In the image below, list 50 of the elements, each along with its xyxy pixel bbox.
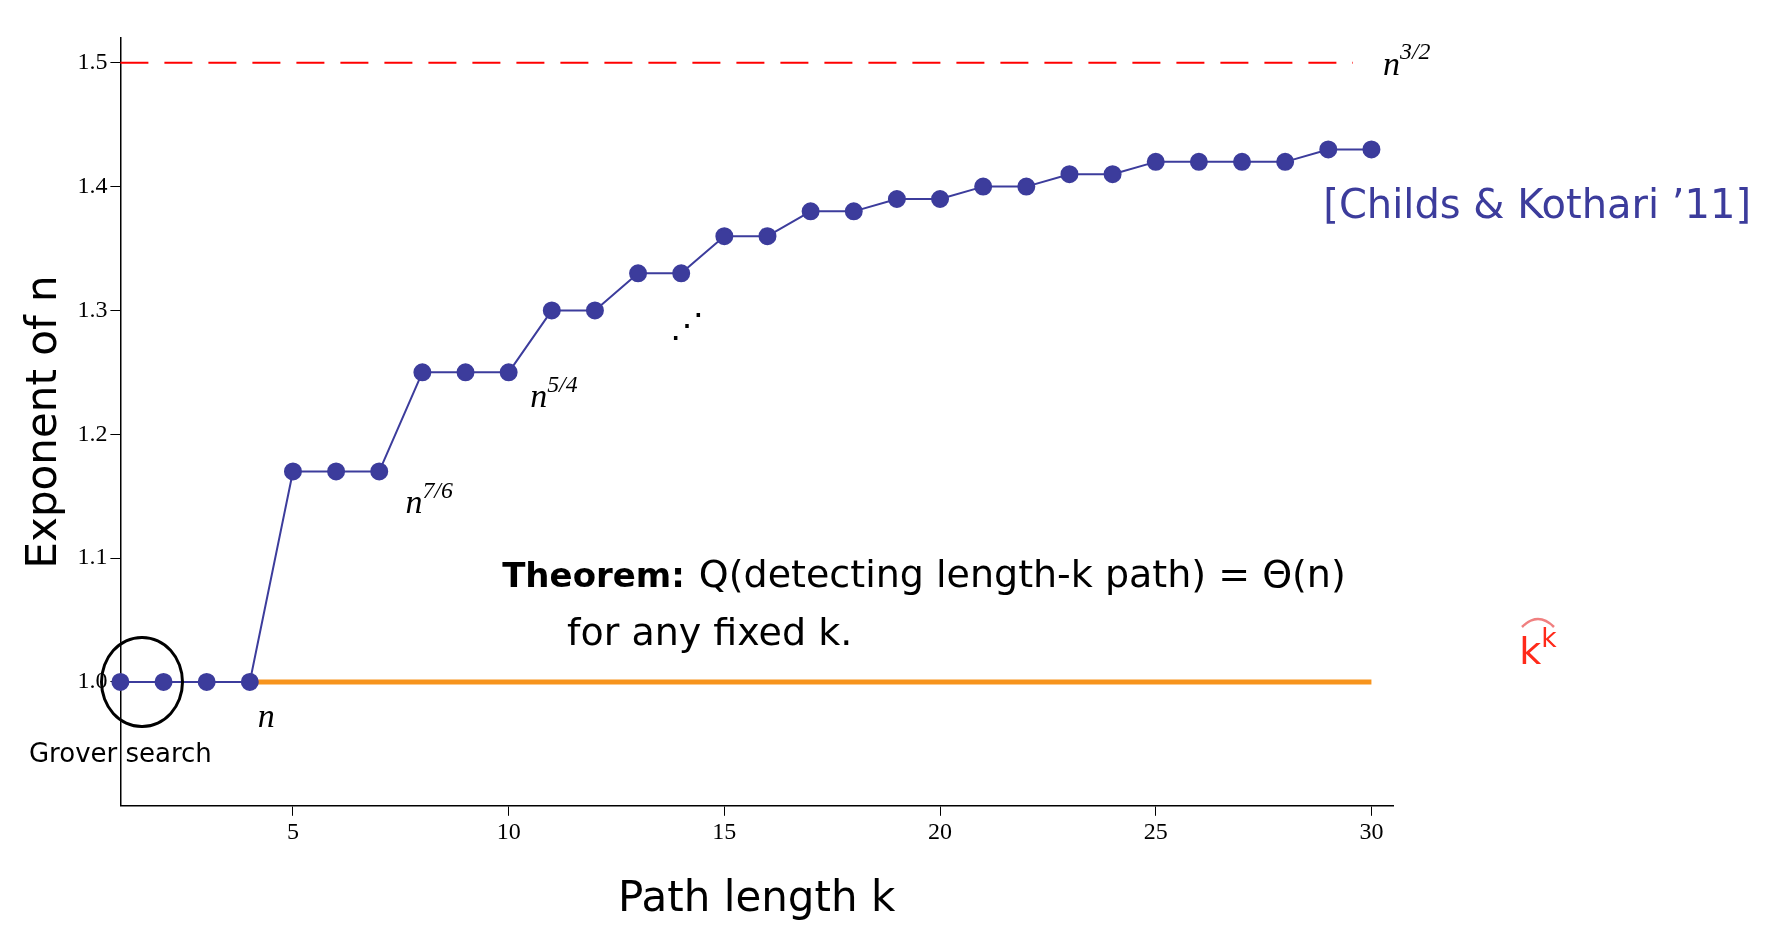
point — [1146, 152, 1165, 171]
point — [715, 227, 734, 246]
point — [1017, 177, 1036, 196]
x-tick-label: 15 — [712, 818, 737, 845]
point — [1189, 152, 1208, 171]
point — [1233, 152, 1252, 171]
point — [1103, 165, 1122, 184]
point — [672, 264, 691, 283]
point — [844, 202, 863, 221]
point — [542, 301, 561, 320]
point — [629, 264, 648, 283]
point — [585, 301, 604, 320]
point — [499, 363, 518, 382]
x-tick-label: 10 — [496, 818, 521, 845]
point — [240, 672, 259, 691]
point — [111, 672, 130, 691]
point — [154, 672, 173, 691]
point — [370, 462, 389, 481]
point — [1276, 152, 1295, 171]
point — [327, 462, 346, 481]
y-tick-label: 1.4 — [77, 171, 108, 198]
annotation: Q(detecting length-k path) = Θ(n) — [698, 551, 1346, 596]
y-tick-label: 1.3 — [77, 295, 108, 322]
x-tick-label: 5 — [286, 818, 299, 845]
x-axis-title: Path length k — [618, 871, 896, 921]
point — [1362, 140, 1381, 159]
x-tick-label: 25 — [1143, 818, 1168, 845]
annotation: ⋰ — [670, 307, 705, 345]
point — [758, 227, 777, 246]
point — [1319, 140, 1338, 159]
x-tick-label: 20 — [928, 818, 953, 845]
x-tick-label: 30 — [1359, 818, 1384, 845]
y-tick-label: 1.1 — [77, 543, 108, 570]
point — [801, 202, 820, 221]
point — [413, 363, 432, 382]
annotation: Theorem: — [502, 554, 685, 595]
point — [283, 462, 302, 481]
y-tick-label: 1.2 — [77, 419, 108, 446]
point — [1060, 165, 1079, 184]
point — [456, 363, 475, 382]
y-axis-title: Exponent of n — [17, 275, 67, 569]
annotation: Grover search — [28, 738, 212, 769]
y-tick-label: 1.5 — [77, 48, 108, 75]
annotation: [Childs & Kothari ’11] — [1323, 181, 1751, 228]
point — [931, 189, 950, 208]
point — [887, 189, 906, 208]
annotation: n — [257, 696, 275, 734]
point — [974, 177, 993, 196]
annotation: for any fixed k. — [567, 609, 853, 654]
point — [197, 672, 216, 691]
